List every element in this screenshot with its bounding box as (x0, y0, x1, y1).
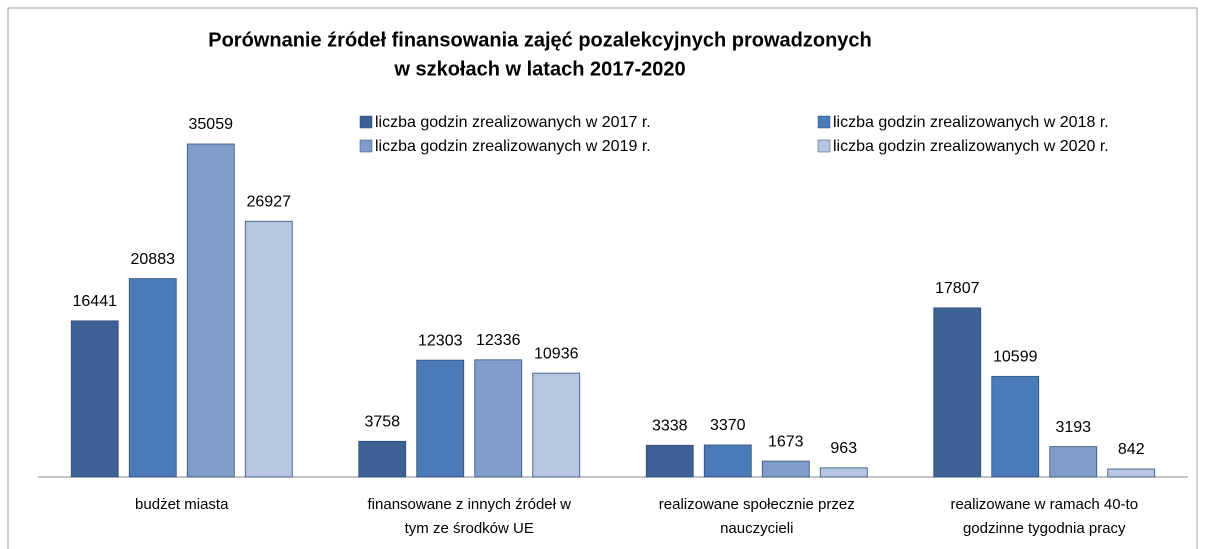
value-label: 842 (1118, 441, 1145, 458)
value-label: 3758 (364, 414, 400, 431)
bar (358, 440, 407, 478)
legend-swatch (817, 115, 831, 129)
frame (7, 7, 1198, 549)
bar (645, 444, 694, 478)
value-label: 16441 (73, 293, 118, 310)
bar (1049, 446, 1098, 478)
legend-swatch (359, 139, 373, 153)
bar (703, 444, 752, 478)
x-tick-label: realizowane w ramach 40-to godzinne tygod… (950, 496, 1138, 537)
x-tick-line: budżet miasta (135, 496, 229, 513)
chart-title: Porównanie źródeł finansowania zajęć poz… (208, 29, 872, 51)
x-tick-line: nauczycieli (720, 520, 793, 537)
bar (70, 320, 119, 478)
bar (416, 359, 465, 478)
bar (128, 278, 177, 478)
legend-label: liczba godzin zrealizowanych w 2018 r. (833, 114, 1109, 131)
value-label: 12303 (418, 332, 463, 349)
bar (933, 307, 982, 478)
x-tick-label: realizowane społecznie przez nauczycieli (659, 496, 855, 537)
bar (1107, 468, 1156, 478)
bar (532, 372, 581, 478)
value-label: 26927 (247, 193, 292, 210)
value-label: 963 (830, 440, 857, 457)
value-label: 3338 (652, 418, 688, 435)
value-label: 35059 (189, 116, 234, 133)
legend-swatch (817, 139, 831, 153)
value-label: 1673 (768, 433, 804, 450)
x-tick-line: finansowane z innych źródeł w (368, 496, 572, 513)
value-label: 3370 (710, 417, 746, 434)
bar (186, 143, 235, 478)
legend-label: liczba godzin zrealizowanych w 2020 r. (833, 138, 1109, 155)
bar (761, 460, 810, 478)
value-label: 10599 (993, 349, 1038, 366)
x-tick-label: budżet miasta (135, 496, 229, 513)
bar (819, 467, 868, 478)
chart-title: w szkołach w latach 2017-2020 (393, 58, 685, 80)
value-label: 17807 (935, 280, 980, 297)
x-tick-line: godzinne tygodnia pracy (963, 520, 1126, 537)
legend-label: liczba godzin zrealizowanych w 2019 r. (375, 138, 651, 155)
x-tick-line: realizowane w ramach 40-to (950, 496, 1138, 513)
x-tick-line: tym ze środków UE (405, 520, 534, 537)
bar (991, 375, 1040, 478)
x-tick-label: finansowane z innych źródeł w tym ze środ… (368, 496, 572, 537)
legend-label: liczba godzin zrealizowanych w 2017 r. (375, 114, 651, 131)
value-label: 3193 (1055, 419, 1091, 436)
value-label: 10936 (534, 345, 579, 362)
value-label: 20883 (131, 251, 176, 268)
bar (244, 220, 293, 478)
x-tick-line: realizowane społecznie przez (659, 496, 855, 513)
value-label: 12336 (476, 332, 521, 349)
bar (474, 359, 523, 478)
legend-swatch (359, 115, 373, 129)
